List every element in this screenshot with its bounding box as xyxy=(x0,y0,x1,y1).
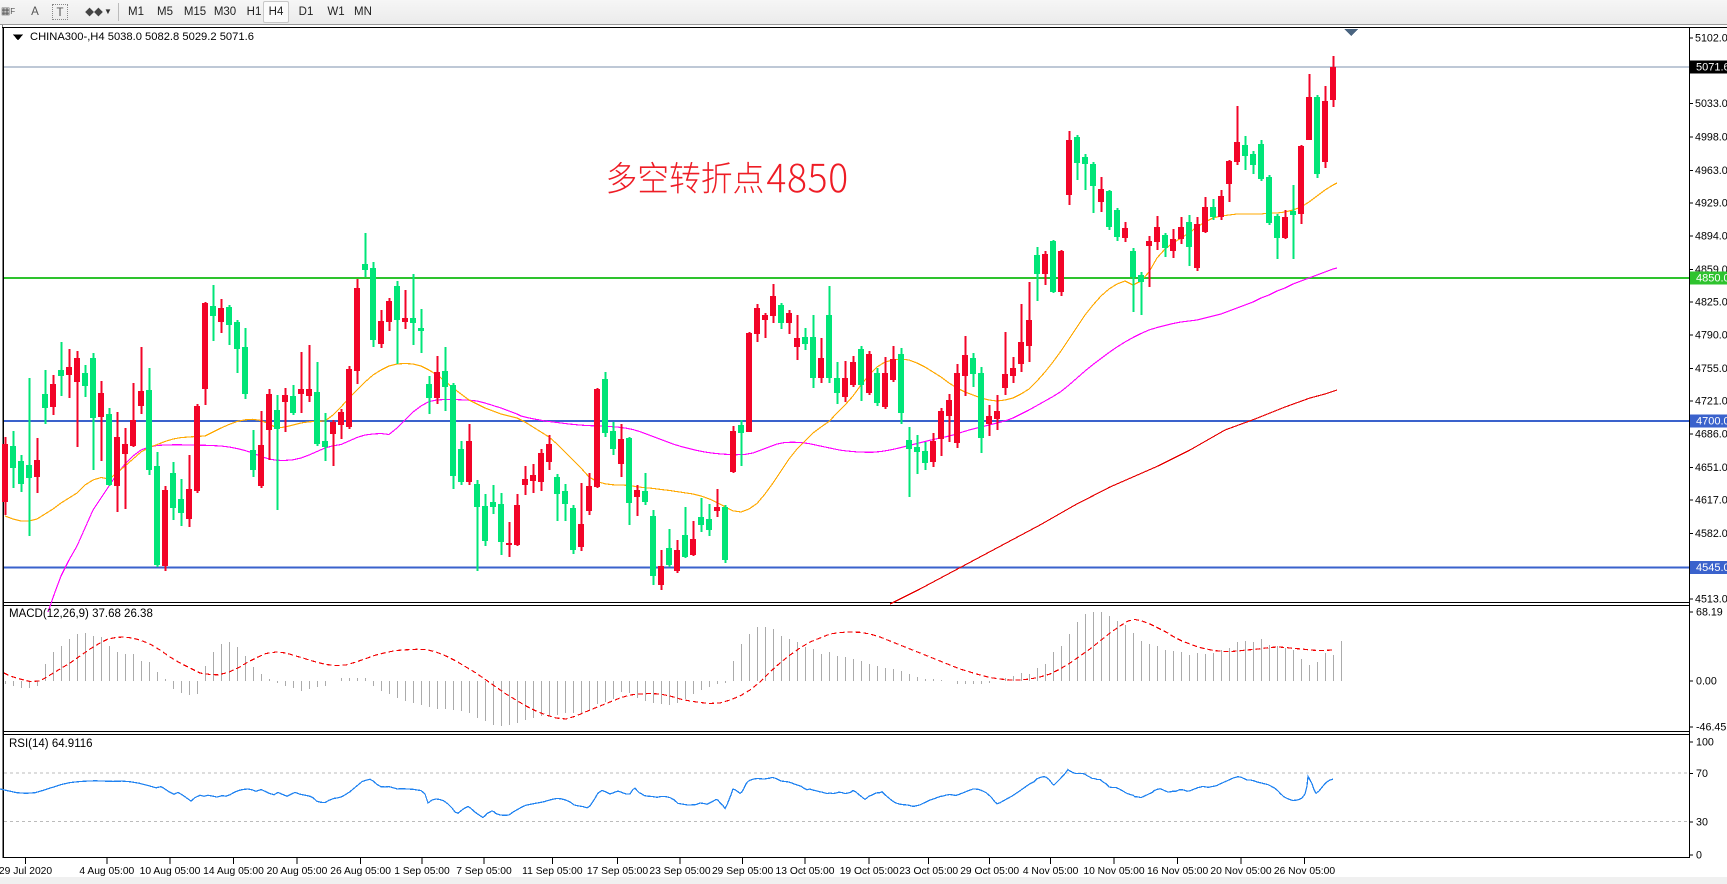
svg-text:4 Aug 05:00: 4 Aug 05:00 xyxy=(79,866,134,877)
svg-text:4790.0: 4790.0 xyxy=(1695,330,1727,342)
svg-text:26 Aug 05:00: 26 Aug 05:00 xyxy=(330,866,391,877)
svg-text:26 Nov 05:00: 26 Nov 05:00 xyxy=(1274,866,1336,877)
svg-text:4825.0: 4825.0 xyxy=(1695,296,1727,308)
svg-text:4929.0: 4929.0 xyxy=(1695,197,1727,209)
svg-text:68.19: 68.19 xyxy=(1696,607,1723,619)
svg-text:-46.45: -46.45 xyxy=(1696,722,1726,734)
svg-text:10 Nov 05:00: 10 Nov 05:00 xyxy=(1083,866,1145,877)
svg-text:4582.0: 4582.0 xyxy=(1695,528,1727,540)
svg-text:17 Sep 05:00: 17 Sep 05:00 xyxy=(587,866,649,877)
svg-text:29 Jul 2020: 29 Jul 2020 xyxy=(0,866,52,877)
svg-text:7 Sep 05:00: 7 Sep 05:00 xyxy=(456,866,512,877)
svg-text:100: 100 xyxy=(1696,737,1714,749)
svg-text:19 Oct 05:00: 19 Oct 05:00 xyxy=(840,866,899,877)
svg-text:CHINA300-,H4 5038.0 5082.8 50: CHINA300-,H4 5038.0 5082.8 5029.2 5071.6 xyxy=(30,31,254,43)
svg-text:4617.0: 4617.0 xyxy=(1695,495,1727,507)
svg-text:4963.0: 4963.0 xyxy=(1695,165,1727,177)
svg-text:14 Aug 05:00: 14 Aug 05:00 xyxy=(203,866,264,877)
svg-text:4755.0: 4755.0 xyxy=(1695,363,1727,375)
svg-text:5071.6: 5071.6 xyxy=(1696,62,1727,74)
svg-text:4686.0: 4686.0 xyxy=(1695,429,1727,441)
svg-text:30: 30 xyxy=(1696,817,1708,829)
svg-text:70: 70 xyxy=(1696,768,1708,780)
svg-text:23 Sep 05:00: 23 Sep 05:00 xyxy=(649,866,711,877)
svg-text:23 Oct 05:00: 23 Oct 05:00 xyxy=(899,866,958,877)
svg-text:4894.0: 4894.0 xyxy=(1695,231,1727,243)
svg-text:29 Oct 05:00: 29 Oct 05:00 xyxy=(960,866,1019,877)
svg-text:20 Aug 05:00: 20 Aug 05:00 xyxy=(267,866,328,877)
svg-text:13 Oct 05:00: 13 Oct 05:00 xyxy=(776,866,835,877)
svg-text:0: 0 xyxy=(1696,850,1702,862)
svg-text:0.00: 0.00 xyxy=(1696,676,1717,688)
svg-text:10 Aug 05:00: 10 Aug 05:00 xyxy=(140,866,201,877)
svg-text:1 Sep 05:00: 1 Sep 05:00 xyxy=(394,866,450,877)
svg-text:4721.0: 4721.0 xyxy=(1695,395,1727,407)
svg-text:4850.0: 4850.0 xyxy=(1696,273,1727,285)
svg-text:4998.0: 4998.0 xyxy=(1695,132,1727,144)
svg-text:4513.0: 4513.0 xyxy=(1695,594,1727,606)
svg-text:4651.0: 4651.0 xyxy=(1695,462,1727,474)
svg-text:4 Nov 05:00: 4 Nov 05:00 xyxy=(1023,866,1079,877)
svg-text:16 Nov 05:00: 16 Nov 05:00 xyxy=(1147,866,1209,877)
svg-text:4700.0: 4700.0 xyxy=(1696,416,1727,428)
svg-text:11 Sep 05:00: 11 Sep 05:00 xyxy=(522,866,583,877)
svg-text:5102.0: 5102.0 xyxy=(1695,33,1727,45)
svg-text:RSI(14) 64.9116: RSI(14) 64.9116 xyxy=(9,738,93,750)
svg-text:20 Nov 05:00: 20 Nov 05:00 xyxy=(1210,866,1272,877)
svg-text:MACD(12,26,9) 37.68 26.38: MACD(12,26,9) 37.68 26.38 xyxy=(9,608,153,620)
svg-text:4545.0: 4545.0 xyxy=(1696,562,1727,574)
svg-text:5033.0: 5033.0 xyxy=(1695,98,1727,110)
svg-text:29 Sep 05:00: 29 Sep 05:00 xyxy=(712,866,774,877)
